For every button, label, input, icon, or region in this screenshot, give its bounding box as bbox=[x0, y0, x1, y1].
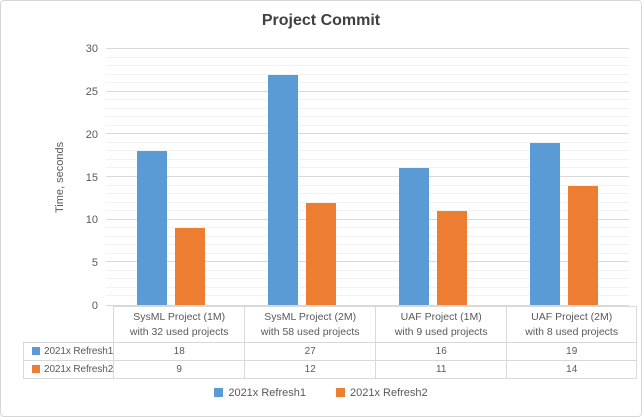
legend: 2021x Refresh1 2021x Refresh2 bbox=[1, 387, 641, 399]
category-line2: with 58 used projects bbox=[260, 325, 360, 338]
series-name: 2021x Refresh1 bbox=[44, 346, 114, 357]
gridline-minor bbox=[106, 65, 629, 67]
category-header: SysML Project (1M) with 32 used projects bbox=[113, 306, 246, 343]
gridline-major bbox=[106, 261, 629, 263]
bar-group-sysml-1m bbox=[106, 49, 237, 305]
value-cell: 12 bbox=[244, 360, 377, 379]
y-tick-label: 25 bbox=[85, 85, 98, 98]
category-header: SysML Project (2M) with 58 used projects bbox=[244, 306, 377, 343]
gridline-major bbox=[106, 218, 629, 220]
data-table-row-refresh2: 2021x Refresh2 9 12 11 14 bbox=[22, 360, 638, 379]
legend-label: 2021x Refresh2 bbox=[350, 387, 428, 399]
bar-refresh2[interactable] bbox=[436, 211, 467, 305]
value-cell: 9 bbox=[113, 360, 246, 379]
category-line1: SysML Project (1M) bbox=[133, 310, 226, 323]
value-cell: 27 bbox=[244, 342, 377, 361]
data-table-corner-cell bbox=[24, 307, 114, 343]
y-tick-label: 5 bbox=[91, 257, 98, 270]
gridline-minor bbox=[106, 116, 629, 118]
y-axis-tick-labels: 0 5 10 15 20 25 30 bbox=[1, 43, 98, 312]
gridline-minor bbox=[106, 99, 629, 101]
gridline-minor bbox=[106, 244, 629, 246]
y-tick-label: 15 bbox=[85, 171, 98, 184]
series-key-cell: 2021x Refresh2 bbox=[22, 360, 115, 379]
gridline-minor bbox=[106, 158, 629, 160]
legend-label: 2021x Refresh1 bbox=[228, 387, 306, 399]
gridline-minor bbox=[106, 269, 629, 271]
gridline-minor bbox=[106, 56, 629, 58]
value-cell: 11 bbox=[375, 360, 508, 379]
gridline-minor bbox=[106, 278, 629, 280]
gridline-minor bbox=[106, 295, 629, 297]
legend-swatch-orange-icon bbox=[336, 388, 345, 397]
bar-group-sysml-2m bbox=[237, 49, 368, 305]
gridline-minor bbox=[106, 141, 629, 143]
gridline-minor bbox=[106, 286, 629, 288]
bar-refresh1[interactable] bbox=[398, 168, 429, 305]
category-line1: UAF Project (1M) bbox=[400, 310, 482, 323]
bar-groups bbox=[106, 49, 629, 305]
bar-refresh2[interactable] bbox=[175, 228, 206, 305]
value-cell: 16 bbox=[375, 342, 508, 361]
gridline-minor bbox=[106, 235, 629, 237]
value-cell: 18 bbox=[113, 342, 246, 361]
gridline-minor bbox=[106, 184, 629, 186]
y-tick-label: 20 bbox=[85, 128, 98, 141]
legend-item-refresh1[interactable]: 2021x Refresh1 bbox=[214, 387, 306, 399]
category-header: UAF Project (1M) with 9 used projects bbox=[375, 306, 508, 343]
bar-refresh1[interactable] bbox=[529, 142, 560, 305]
series-swatch-icon bbox=[32, 365, 40, 373]
gridline-minor bbox=[106, 252, 629, 254]
gridline-minor bbox=[106, 201, 629, 203]
category-line1: UAF Project (2M) bbox=[531, 310, 613, 323]
category-line2: with 9 used projects bbox=[394, 325, 488, 338]
bar-refresh2[interactable] bbox=[567, 185, 598, 305]
gridline-minor bbox=[106, 193, 629, 195]
bar-group-uaf-2m bbox=[498, 49, 629, 305]
series-name: 2021x Refresh2 bbox=[44, 364, 114, 375]
chart-data-table: SysML Project (1M) with 32 used projects … bbox=[22, 306, 638, 379]
category-header: UAF Project (2M) with 8 used projects bbox=[506, 306, 638, 343]
plot-area bbox=[106, 48, 629, 306]
gridline-major bbox=[106, 48, 629, 49]
bar-refresh1[interactable] bbox=[268, 74, 299, 305]
category-line2: with 32 used projects bbox=[129, 325, 229, 338]
gridline-minor bbox=[106, 82, 629, 84]
y-tick-label: 30 bbox=[85, 43, 98, 55]
data-table-header-row: SysML Project (1M) with 32 used projects … bbox=[24, 306, 638, 343]
series-swatch-icon bbox=[32, 347, 40, 355]
y-tick-label: 0 bbox=[91, 300, 98, 312]
gridline-major bbox=[106, 90, 629, 92]
gridline-minor bbox=[106, 107, 629, 109]
series-key-cell: 2021x Refresh1 bbox=[22, 342, 115, 361]
bar-refresh2[interactable] bbox=[306, 202, 337, 305]
gridline-minor bbox=[106, 73, 629, 75]
gridline-major bbox=[106, 133, 629, 135]
value-cell: 14 bbox=[506, 360, 638, 379]
bar-group-uaf-1m bbox=[368, 49, 499, 305]
gridline-minor bbox=[106, 210, 629, 212]
gridline-minor bbox=[106, 227, 629, 229]
chart-title: Project Commit bbox=[261, 12, 381, 29]
legend-item-refresh2[interactable]: 2021x Refresh2 bbox=[336, 387, 428, 399]
data-table-row-refresh1: 2021x Refresh1 18 27 16 19 bbox=[22, 342, 638, 361]
gridline-minor bbox=[106, 167, 629, 169]
gridlines bbox=[106, 48, 629, 305]
y-tick-label: 10 bbox=[85, 214, 98, 227]
legend-swatch-blue-icon bbox=[214, 388, 224, 397]
gridline-major bbox=[106, 176, 629, 177]
gridline-minor bbox=[106, 124, 629, 126]
gridline-minor bbox=[106, 150, 629, 152]
value-cell: 19 bbox=[506, 342, 638, 361]
category-line1: SysML Project (2M) bbox=[264, 310, 357, 323]
bar-refresh1[interactable] bbox=[137, 151, 168, 305]
category-line2: with 8 used projects bbox=[525, 325, 619, 338]
